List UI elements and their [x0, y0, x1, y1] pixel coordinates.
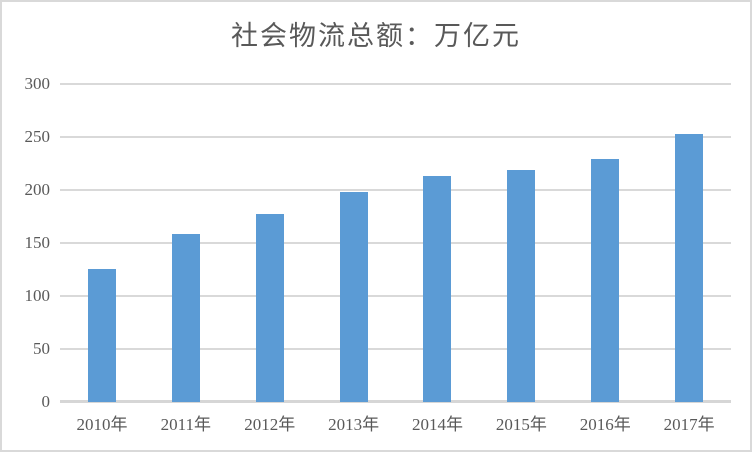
x-tick-label-2014年: 2014年	[411, 415, 463, 434]
x-axis-line	[60, 400, 731, 403]
bar-2015年	[507, 169, 536, 402]
bar-slot	[144, 84, 228, 402]
x-axis-labels: 2010年 2011年 2012年 2013年 2014年 2015年 2016年 2017年	[60, 410, 731, 435]
gridline-50	[60, 348, 731, 350]
y-tick-label-0: 0	[41, 392, 51, 411]
gridline-200	[60, 189, 731, 191]
bar-2012年	[255, 214, 284, 402]
y-tick-label-100: 100	[24, 286, 51, 305]
bar-2011年	[171, 234, 200, 402]
bar-slot	[228, 84, 312, 402]
chart-title: 社会物流总额：万亿元	[231, 21, 521, 51]
bar-2016年	[591, 158, 620, 402]
y-tick-label-250: 250	[24, 127, 51, 146]
bar-slot	[60, 84, 144, 402]
bars	[60, 84, 731, 402]
bar-2010年	[87, 269, 116, 402]
gridline-150	[60, 242, 731, 244]
x-tick-label-2017年: 2017年	[663, 415, 715, 434]
plot-area	[60, 83, 731, 403]
bar-2014年	[423, 175, 452, 402]
bar-2017年	[675, 134, 704, 402]
x-tick-label-2016年: 2016年	[579, 415, 631, 434]
y-tick-label-50: 50	[33, 339, 50, 358]
x-tick-label-2011年: 2011年	[160, 415, 211, 434]
gridline-100	[60, 295, 731, 297]
gridline-300	[60, 83, 731, 85]
bar-slot	[479, 84, 563, 402]
x-tick-label-2013年: 2013年	[328, 415, 380, 434]
bar-2013年	[339, 192, 368, 402]
gridline-250	[60, 136, 731, 138]
bar-slot	[312, 84, 396, 402]
y-tick-label-150: 150	[24, 233, 51, 252]
x-tick-label-2010年: 2010年	[76, 415, 128, 434]
x-tick-label-2012年: 2012年	[244, 415, 296, 434]
bar-slot	[647, 84, 731, 402]
y-tick-label-300: 300	[24, 74, 51, 93]
x-tick-label-2015年: 2015年	[495, 415, 547, 434]
bar-slot	[396, 84, 480, 402]
bar-slot	[563, 84, 647, 402]
y-tick-label-200: 200	[24, 180, 51, 199]
